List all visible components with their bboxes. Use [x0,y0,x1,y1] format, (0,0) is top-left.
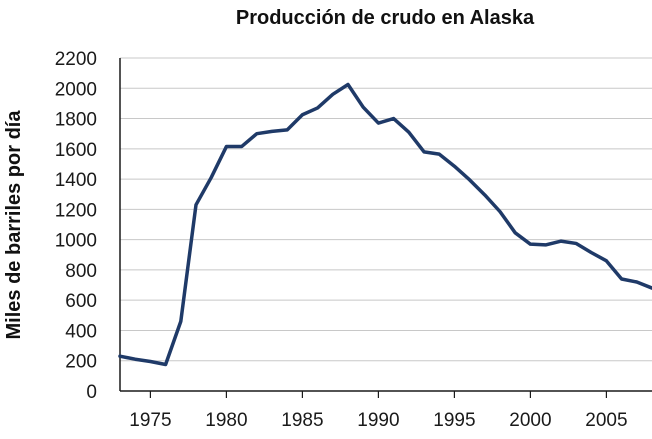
y-tick-label: 600 [65,291,97,312]
series [118,82,652,367]
x-tick-label: 1995 [433,410,475,431]
x-tick-label: 1975 [129,410,171,431]
axes [119,58,652,398]
y-tick-label: 1200 [55,200,97,221]
y-tick-label: 1800 [55,110,97,131]
y-tick-label: 0 [86,382,97,403]
y-tick-label: 1400 [55,170,97,191]
x-tick-labels: 1975 1980 1985 1990 1995 2000 2005 [129,410,627,431]
y-tick-labels: 0 200 400 600 800 1000 1200 1400 1600 1800 2000 220… [55,49,97,403]
y-tick-label: 200 [65,352,97,373]
chart-title: Producción de crudo en Alaska [236,7,535,29]
x-tick-label: 2005 [585,410,627,431]
y-tick-label: 800 [65,261,97,282]
gridlines [120,57,652,362]
y-tick-label: 1000 [55,231,97,252]
x-tick-label: 2000 [509,410,551,431]
y-tick-label: 2000 [55,79,97,100]
x-tick-label: 1990 [357,410,399,431]
x-tick-label: 1980 [205,410,247,431]
y-tick-label: 2200 [55,49,97,70]
x-tick-label: 1985 [281,410,323,431]
y-tick-label: 1600 [55,140,97,161]
y-axis-label: Miles de barriles por día [3,110,25,340]
y-tick-label: 400 [65,321,97,342]
series-line [118,82,652,367]
